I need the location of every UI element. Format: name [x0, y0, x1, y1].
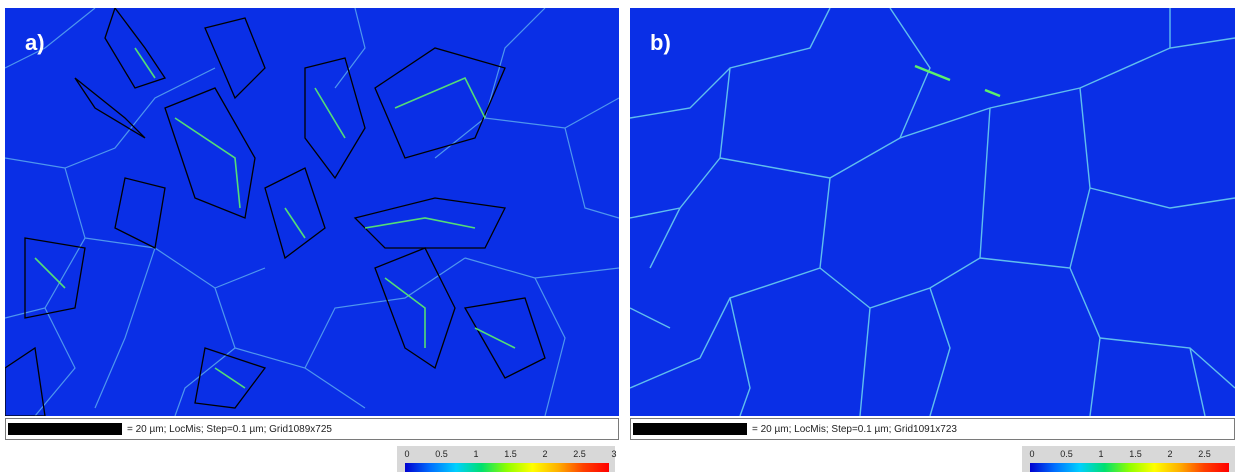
legend-gradient-b	[1030, 463, 1229, 472]
legend-ticks-b: 0 0.5 1 1.5 2 2.5	[1022, 446, 1235, 460]
legend-tick-label: 0.5	[1060, 449, 1073, 459]
panel-a: a) = 20 µm; LocMis; Step=0.1 µm; Grid108…	[5, 8, 619, 440]
kam-map-a: a)	[5, 8, 619, 416]
legend-tick-label: 1	[1098, 449, 1104, 459]
legend-tick-label: 3	[611, 449, 617, 459]
legend-tick-label: 0.5	[435, 449, 448, 459]
grain-boundary-map-a	[5, 8, 619, 416]
scale-caption-text-a: = 20 µm; LocMis; Step=0.1 µm; Grid1089x7…	[127, 423, 332, 435]
color-legend-b: 0 0.5 1 1.5 2 2.5	[1022, 446, 1235, 472]
legend-tick-label: 2	[542, 449, 548, 459]
legend-tick-label: 0	[1029, 449, 1035, 459]
scale-bar-a	[8, 423, 122, 435]
kam-map-b: b)	[630, 8, 1235, 416]
legend-tick-label: 0	[404, 449, 410, 459]
legend-tick-label: 2.5	[1198, 449, 1211, 459]
legend-tick-label: 1.5	[504, 449, 517, 459]
scale-caption-a: = 20 µm; LocMis; Step=0.1 µm; Grid1089x7…	[5, 418, 619, 440]
legend-tick-label: 2.5	[573, 449, 586, 459]
legend-tick-label: 1.5	[1129, 449, 1142, 459]
grain-boundary-map-b	[630, 8, 1235, 416]
legend-gradient-a	[405, 463, 609, 472]
scale-bar-b	[633, 423, 747, 435]
color-legend-a: 0 0.5 1 1.5 2 2.5 3	[397, 446, 617, 472]
scale-caption-b: = 20 µm; LocMis; Step=0.1 µm; Grid1091x7…	[630, 418, 1235, 440]
panel-label-b: b)	[650, 30, 671, 55]
legend-tick-label: 2	[1167, 449, 1173, 459]
panel-b: b) = 20 µm; LocMis; Step=0.1 µm; Grid109…	[630, 8, 1235, 440]
panel-label-a: a)	[25, 30, 45, 55]
legend-ticks-a: 0 0.5 1 1.5 2 2.5 3	[397, 446, 617, 460]
legend-tick-label: 1	[473, 449, 479, 459]
scale-caption-text-b: = 20 µm; LocMis; Step=0.1 µm; Grid1091x7…	[752, 423, 957, 435]
